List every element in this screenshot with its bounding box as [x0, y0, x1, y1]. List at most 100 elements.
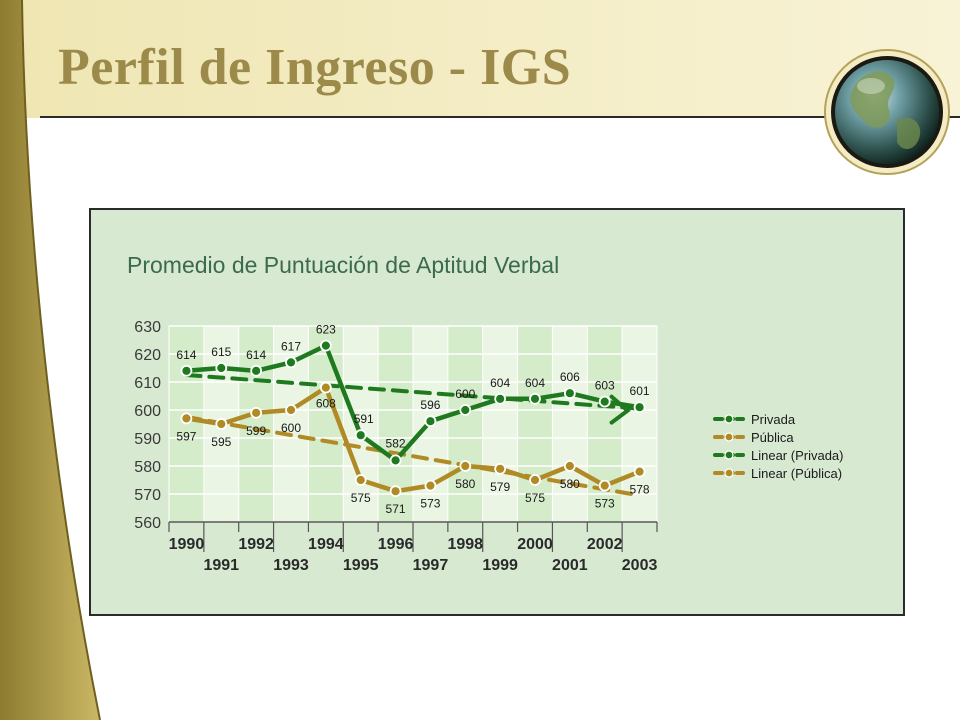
- globe-icon: [824, 49, 950, 175]
- x-tick-label: 1998: [447, 536, 483, 553]
- data-point-privada: [563, 387, 576, 400]
- plot-column-band: [447, 326, 483, 522]
- trend-arrowhead: [609, 394, 631, 425]
- x-tick-label: 2000: [517, 536, 553, 553]
- data-point-publica: [494, 462, 507, 475]
- x-tick-label: 1991: [203, 557, 239, 574]
- legend-swatch-marker: [724, 414, 734, 424]
- trend-lines: [184, 373, 642, 498]
- data-label-publica: 599: [246, 424, 266, 438]
- y-tick-label: 560: [134, 515, 161, 532]
- data-point-privada: [598, 395, 611, 408]
- data-label-publica: 578: [630, 483, 650, 497]
- y-tick-label: 600: [134, 403, 161, 420]
- x-tick-label: 2003: [622, 557, 658, 574]
- legend-swatch-marker: [724, 432, 734, 442]
- header-band: [0, 0, 960, 118]
- data-label-privada: 615: [211, 345, 231, 359]
- x-tick-label: 1996: [378, 536, 414, 553]
- legend-swatch-marker: [724, 450, 734, 460]
- data-point-privada: [319, 339, 332, 352]
- data-label-publica: 580: [560, 477, 580, 491]
- data-label-privada: 617: [281, 339, 301, 353]
- data-label-privada: 600: [455, 387, 475, 401]
- chart-frame: Promedio de Puntuación de Aptitud Verbal…: [89, 208, 905, 616]
- data-point-privada: [633, 401, 646, 414]
- data-point-privada: [424, 415, 437, 428]
- data-point-privada: [494, 392, 507, 405]
- data-label-publica: 600: [281, 421, 301, 435]
- trend-line-privada: [184, 373, 642, 411]
- data-point-publica: [633, 465, 646, 478]
- data-point-privada: [529, 392, 541, 405]
- data-label-publica: 579: [490, 480, 510, 494]
- data-label-publica: 595: [211, 435, 231, 449]
- x-tick-label: 2002: [587, 536, 623, 553]
- data-label-privada: 601: [630, 384, 650, 398]
- data-point-publica: [285, 404, 297, 416]
- legend-swatch-marker: [724, 468, 734, 478]
- data-point-publica: [250, 406, 263, 419]
- data-point-privada: [354, 429, 367, 442]
- chart-title: Promedio de Puntuación de Aptitud Verbal: [127, 252, 559, 278]
- plot-column-band: [517, 326, 553, 522]
- data-labels: 614 615 614 617 623 591 582 596 600 604 604 606 603 6…: [176, 323, 649, 517]
- data-label-publica: 575: [351, 491, 371, 505]
- x-axis: 1990 1992 1994 1996 1998 2000 2002 1991 1993 1995…: [168, 522, 658, 574]
- y-tick-label: 630: [134, 319, 161, 336]
- legend-label: Pública: [751, 430, 794, 445]
- data-label-privada: 614: [246, 348, 266, 362]
- data-label-publica: 575: [525, 491, 545, 505]
- series-lines: [180, 339, 646, 498]
- data-label-privada: 603: [595, 379, 615, 393]
- x-tick-label: 1992: [238, 536, 274, 553]
- data-label-privada: 614: [176, 348, 196, 362]
- data-point-privada: [215, 362, 228, 374]
- data-label-publica: 573: [420, 497, 440, 511]
- y-tick-label: 580: [134, 459, 161, 476]
- data-point-publica: [598, 479, 611, 492]
- data-point-publica: [180, 412, 193, 425]
- y-axis: 560 570 580 590 600 610 620 630: [134, 319, 161, 532]
- data-point-publica: [529, 474, 541, 486]
- y-tick-label: 620: [134, 347, 161, 364]
- x-tick-label: 1990: [169, 536, 205, 553]
- x-tick-label: 1993: [273, 557, 309, 574]
- y-tick-label: 590: [134, 431, 161, 448]
- data-point-publica: [319, 381, 332, 394]
- data-label-privada: 623: [316, 323, 336, 337]
- data-label-privada: 582: [386, 436, 406, 450]
- data-label-privada: 604: [525, 376, 545, 390]
- data-label-publica: 580: [455, 477, 475, 491]
- data-point-privada: [180, 364, 193, 377]
- data-point-publica: [424, 479, 437, 492]
- trend-line-publica: [184, 415, 642, 498]
- data-label-privada: 606: [560, 370, 580, 384]
- legend-label: Linear (Pública): [751, 466, 842, 481]
- plot-area: [168, 325, 658, 523]
- y-tick-label: 610: [134, 375, 161, 392]
- x-tick-label: 2001: [552, 557, 588, 574]
- legend: Privada Pública Linear (Privada) Linear (Pú…: [713, 412, 844, 481]
- data-point-publica: [459, 460, 472, 472]
- x-tick-label: 1999: [482, 557, 518, 574]
- x-tick-label: 1997: [413, 557, 449, 574]
- data-point-publica: [389, 485, 402, 498]
- y-tick-label: 570: [134, 487, 161, 504]
- data-point-privada: [459, 404, 472, 416]
- data-label-privada: 596: [420, 398, 440, 412]
- data-point-publica: [215, 418, 228, 430]
- data-point-privada: [389, 454, 402, 467]
- x-tick-label: 1995: [343, 557, 379, 574]
- data-label-publica: 573: [595, 497, 615, 511]
- data-point-publica: [354, 474, 367, 486]
- data-label-publica: 608: [316, 397, 336, 411]
- plot-column-band: [238, 326, 274, 522]
- slide-title: Perfil de Ingreso - IGS: [58, 39, 572, 96]
- data-point-privada: [285, 356, 297, 369]
- line-chart: Promedio de Puntuación de Aptitud Verbal…: [127, 252, 844, 574]
- legend-label: Privada: [751, 412, 796, 427]
- data-label-privada: 604: [490, 376, 510, 390]
- left-swoosh: [0, 0, 100, 720]
